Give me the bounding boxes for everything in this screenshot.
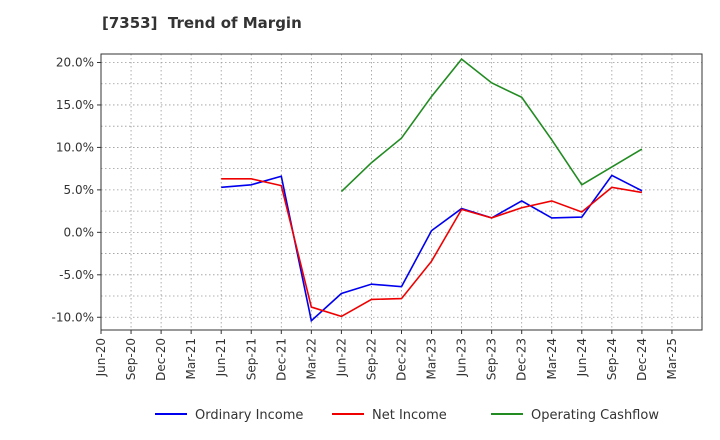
- legend-item-net-income: Net Income: [332, 408, 447, 423]
- chart-title: [7353] Trend of Margin: [102, 14, 302, 32]
- operating-cashflow-point: [520, 95, 524, 99]
- x-tick-label: Jun-20: [94, 338, 108, 377]
- ordinary-income-point: [399, 284, 403, 288]
- operating-cashflow-point: [399, 136, 403, 140]
- legend: Ordinary Income Net Income Operating Cashf…: [155, 408, 659, 423]
- x-tick-label: Sep-20: [124, 338, 138, 380]
- net-income-point: [489, 216, 493, 220]
- x-tick-label: Dec-20: [154, 338, 168, 381]
- y-tick-label: -10.0%: [52, 310, 94, 324]
- x-tick-label: Mar-21: [184, 338, 198, 379]
- ordinary-income-point: [219, 185, 223, 189]
- ordinary-income-point: [339, 291, 343, 295]
- x-tick-label: Jun-23: [455, 338, 469, 377]
- ordinary-income-point: [279, 174, 283, 178]
- operating-cashflow-point: [580, 183, 584, 187]
- net-income-point: [279, 183, 283, 187]
- net-income-point: [610, 185, 614, 189]
- legend-label-ordinary-income: Ordinary Income: [195, 408, 303, 423]
- x-tick-label: Mar-23: [425, 338, 439, 379]
- ordinary-income-point: [580, 215, 584, 219]
- x-tick-label: Sep-23: [485, 338, 499, 380]
- legend-label-operating-cashflow: Operating Cashflow: [531, 408, 659, 423]
- plot-background: [101, 54, 702, 330]
- x-tick-label: Jun-24: [575, 338, 589, 377]
- x-tick-label: Dec-23: [515, 338, 529, 381]
- x-tick-label: Jun-21: [214, 338, 228, 377]
- net-income-point: [640, 190, 644, 194]
- net-income-point: [459, 207, 463, 211]
- x-tick-label: Dec-22: [395, 338, 409, 381]
- x-tick-label: Mar-22: [304, 338, 318, 379]
- net-income-point: [550, 199, 554, 203]
- x-tick-label: Mar-25: [665, 338, 679, 379]
- operating-cashflow-point: [459, 57, 463, 61]
- net-income-point: [309, 305, 313, 309]
- operating-cashflow-point: [369, 161, 373, 165]
- y-tick-label: 15.0%: [56, 98, 94, 112]
- ordinary-income-point: [369, 282, 373, 286]
- x-axis-ticks: Jun-20 Sep-20 Dec-20 Mar-21 Jun-21 Sep-21 Dec-…: [94, 330, 679, 381]
- ordinary-income-point: [550, 216, 554, 220]
- net-income-point: [399, 296, 403, 300]
- x-tick-label: Sep-22: [364, 338, 378, 380]
- x-tick-label: Mar-24: [545, 338, 559, 379]
- net-income-point: [369, 297, 373, 301]
- net-income-point: [219, 177, 223, 181]
- legend-label-net-income: Net Income: [372, 408, 447, 423]
- legend-item-operating-cashflow: Operating Cashflow: [491, 408, 659, 423]
- y-tick-label: 10.0%: [56, 140, 94, 154]
- x-tick-label: Dec-21: [274, 338, 288, 381]
- y-tick-label: 20.0%: [56, 55, 94, 69]
- operating-cashflow-point: [429, 94, 433, 98]
- y-tick-label: 5.0%: [64, 183, 95, 197]
- x-tick-label: Sep-21: [244, 338, 258, 380]
- operating-cashflow-point: [610, 165, 614, 169]
- x-tick-label: Dec-24: [635, 338, 649, 381]
- net-income-point: [339, 314, 343, 318]
- y-tick-label: -5.0%: [59, 268, 94, 282]
- operating-cashflow-point: [339, 189, 343, 193]
- net-income-point: [580, 210, 584, 214]
- ordinary-income-point: [309, 318, 313, 322]
- series-lines: [219, 57, 644, 323]
- net-income-point: [249, 177, 253, 181]
- net-income-line: [221, 178, 643, 318]
- ordinary-income-point: [610, 173, 614, 177]
- operating-cashflow-point: [640, 147, 644, 151]
- ordinary-income-point: [520, 199, 524, 203]
- plot-area: [101, 54, 702, 330]
- operating-cashflow-point: [550, 138, 554, 142]
- x-tick-label: Sep-24: [605, 338, 619, 380]
- net-income-point: [520, 206, 524, 210]
- net-income-point: [429, 259, 433, 263]
- operating-cashflow-line: [340, 57, 643, 193]
- operating-cashflow-point: [489, 81, 493, 85]
- ordinary-income-point: [429, 228, 433, 232]
- y-axis-ticks: -10.0% -5.0% 0.0% 5.0% 10.0% 15.0% 20.0%: [52, 55, 101, 324]
- legend-item-ordinary-income: Ordinary Income: [155, 408, 303, 423]
- x-tick-label: Jun-22: [334, 338, 348, 377]
- ordinary-income-point: [249, 183, 253, 187]
- y-tick-label: 0.0%: [64, 225, 95, 239]
